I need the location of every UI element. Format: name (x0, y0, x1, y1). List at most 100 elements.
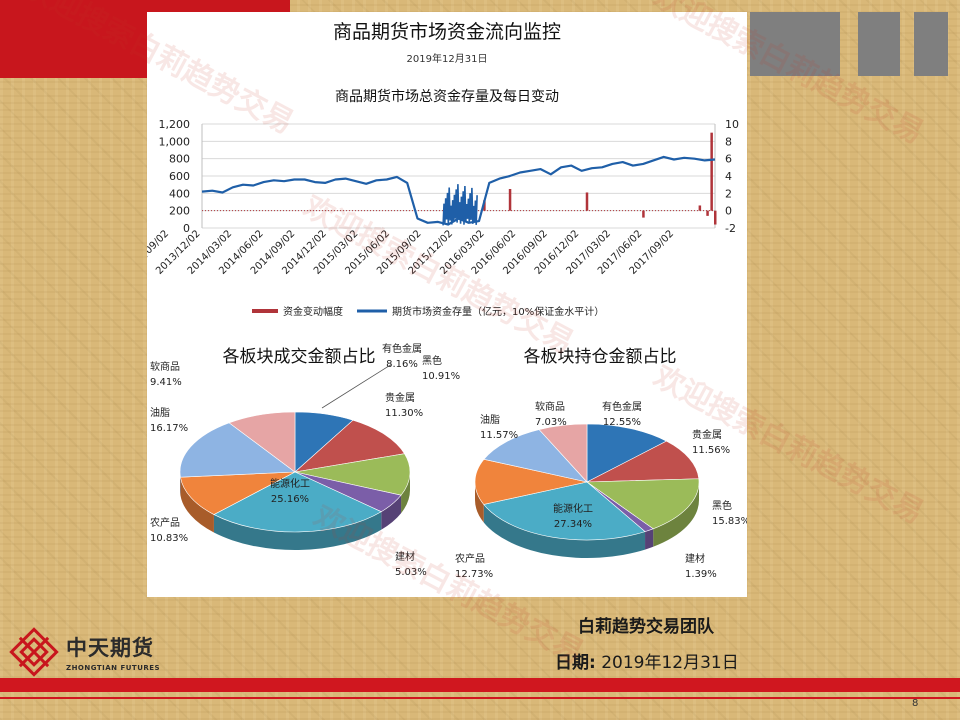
pie-position-slice-value: 11.57% (480, 430, 518, 441)
pie-position-slice-side (645, 528, 654, 550)
main-title: 商品期货市场资金流向监控 (333, 21, 561, 43)
y-right-tick-label: 0 (725, 205, 732, 218)
y-right-tick-label: 6 (725, 153, 732, 166)
pie-position-slice-value: 7.03% (535, 417, 567, 428)
pie-position-slice-value: 1.39% (685, 569, 717, 580)
pie-volume-slice-label: 有色金属 (382, 342, 422, 355)
chart-panel: 商品期货市场资金流向监控 2019年12月31日商品期货市场总资金存量及每日变动 0… (123, 12, 751, 597)
pie-volume-slice-label: 能源化工 (270, 477, 310, 490)
pie-position-slice (483, 481, 646, 541)
pie-volume-slice-value: 10.91% (422, 371, 460, 382)
pie-volume-slice-value: 8.16% (386, 359, 418, 370)
pie-volume-slice-side (381, 495, 402, 530)
y-left-tick-label: 1,000 (159, 135, 191, 148)
y-left-tick-label: 800 (169, 153, 190, 166)
pie-position-slice-side (475, 482, 484, 523)
legend-swatch-change (252, 309, 278, 313)
pie-position-slice (474, 458, 588, 505)
pie-position-slice (538, 423, 588, 483)
pie-position-slice (586, 423, 668, 483)
pie-position-slice-label: 软商品 (535, 400, 565, 413)
pie-volume-slice-value: 5.03% (395, 567, 427, 578)
change-bar (714, 210, 717, 225)
pie-volume-slice (180, 471, 296, 515)
change-bar (706, 210, 709, 216)
pie-volume-slice-label: 油脂 (150, 406, 170, 419)
legend-label-stock: 期货市场资金存量（亿元，10%保证金水平计） (392, 305, 604, 318)
y-left-tick-label: 600 (169, 170, 190, 183)
pie-volume-slice (213, 471, 382, 533)
pie-volume-slice-label: 建材 (395, 550, 415, 563)
pie-volume-slice (228, 411, 296, 473)
pie-position-slice-label: 黑色 (712, 499, 732, 512)
y-right-tick-label: 8 (725, 135, 732, 148)
pie-position-slice (586, 478, 700, 530)
pie-volume-leader-line (321, 363, 393, 409)
pie-position-slice-label: 油脂 (480, 413, 500, 426)
y-left-tick-label: 200 (169, 205, 190, 218)
pie-volume-slice-value: 16.17% (150, 423, 188, 434)
pie-volume-slice-side (180, 477, 214, 533)
change-bar (483, 200, 486, 211)
change-bar (642, 210, 645, 218)
pie-volume-slice-label: 黑色 (422, 354, 442, 367)
y-left-tick-label: 1,200 (159, 118, 191, 131)
team-name: 白莉趋势交易团队 (578, 617, 714, 637)
pie-position-slice-value: 27.34% (554, 519, 592, 530)
date-value: 2019年12月31日 (601, 653, 739, 673)
pie-position-slice-label: 农产品 (455, 552, 485, 565)
pie-position-slice (483, 429, 588, 483)
legend-label-change: 资金变动幅度 (283, 305, 343, 318)
pie-volume-slice-side (401, 472, 410, 514)
y-right-tick-label: 10 (725, 118, 739, 131)
pie-volume-slice-label: 贵金属 (385, 391, 415, 404)
pie-volume-slice-value: 25.16% (271, 494, 309, 505)
pie-position-slice-label: 建材 (685, 552, 705, 565)
change-bar (710, 132, 713, 211)
pie-position-slice-label: 贵金属 (692, 428, 722, 441)
date-label: 日期: (555, 653, 596, 673)
change-bar (508, 189, 512, 211)
pie-position-slice-value: 15.83% (712, 516, 747, 527)
stock-line-volatility (442, 184, 478, 226)
change-bar (585, 192, 589, 211)
page-number: 8 (912, 698, 919, 709)
pie-position-title: 各板块持仓金额占比 (524, 347, 677, 367)
header-gray-block-2 (858, 12, 900, 76)
y-right-tick-label: 2 (725, 187, 732, 200)
header-gray-block-3 (914, 12, 948, 76)
footer-red-band (0, 678, 960, 692)
pie-volume-slice-value: 11.30% (385, 408, 423, 419)
pie-volume-slice-label: 农产品 (150, 516, 180, 529)
pie-position-slice-value: 12.73% (455, 569, 493, 580)
line-chart-title: 商品期货市场总资金存量及每日变动 (335, 88, 559, 105)
pie-position-slice-side (483, 504, 646, 559)
pie-position-slice (586, 440, 700, 483)
pie-position-slice-value: 12.55% (603, 417, 641, 428)
y-right-tick-label: -2 (725, 222, 736, 235)
pie-volume-title: 各板块成交金额占比 (223, 347, 376, 367)
pie-position-slice-value: 11.56% (692, 445, 730, 456)
pie-volume-slice-value: 9.41% (150, 377, 182, 388)
footer-red-line (0, 697, 960, 699)
pie-volume-slice-side (213, 511, 382, 550)
main-subtitle: 2019年12月31日 (407, 52, 488, 65)
pie-volume-slice (179, 422, 296, 478)
header-gray-block-1 (750, 12, 840, 76)
pie-volume-slice-label: 软商品 (150, 360, 180, 373)
date-row: 日期: 2019年12月31日 (555, 648, 739, 673)
y-right-tick-label: 4 (725, 170, 732, 183)
pie-volume-slice (294, 453, 411, 496)
y-left-tick-label: 400 (169, 187, 190, 200)
y-left-tick-label: 0 (183, 222, 190, 235)
logo-name-en: ZHONGTIAN FUTURES (66, 664, 161, 672)
company-logo: 中天期货 ZHONGTIAN FUTURES (8, 626, 168, 678)
pie-volume-slice (294, 419, 406, 473)
pie-volume-slice-value: 10.83% (150, 533, 188, 544)
pie-position-slice-label: 有色金属 (602, 400, 642, 413)
pie-position-slice-side (653, 482, 699, 547)
logo-mark-icon (9, 627, 59, 677)
pie-position-slice-label: 能源化工 (553, 502, 593, 515)
logo-name-cn: 中天期货 (66, 636, 154, 660)
